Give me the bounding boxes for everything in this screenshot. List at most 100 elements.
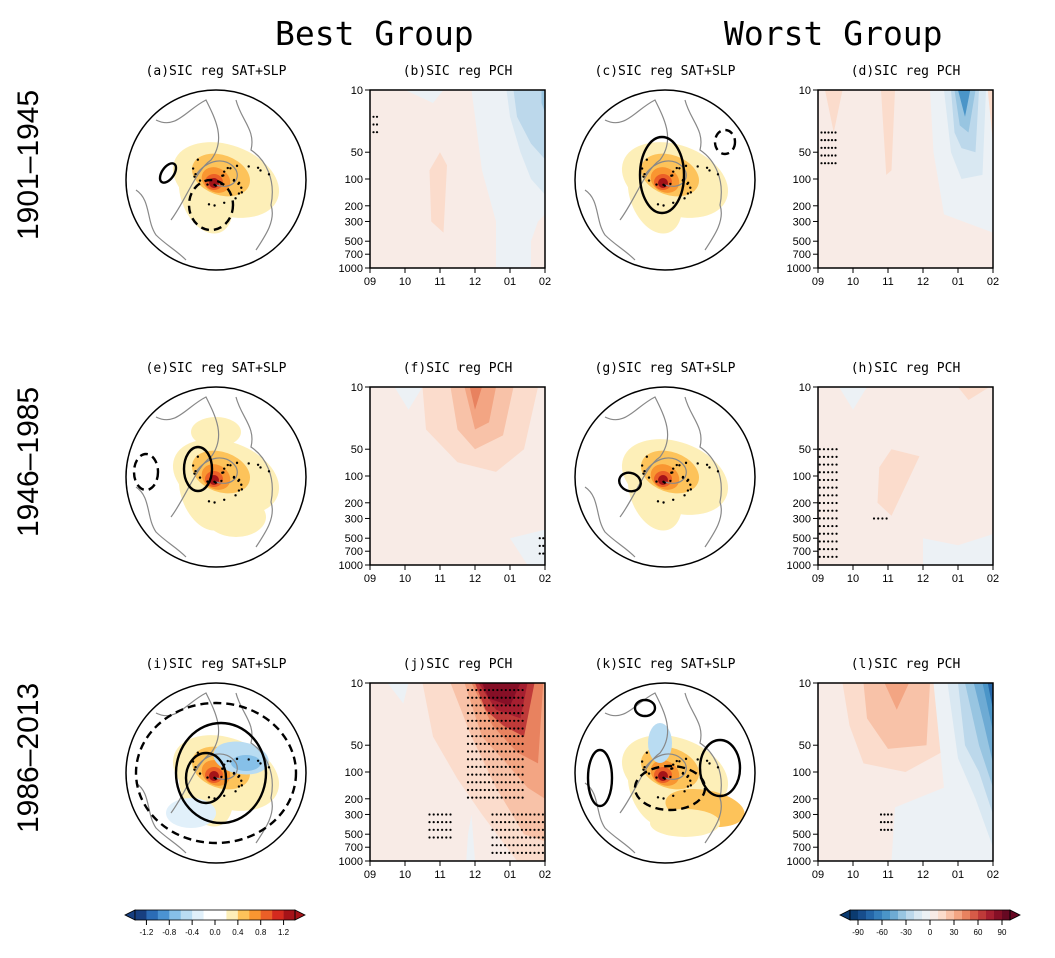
significance-dot xyxy=(375,115,379,118)
significance-dot xyxy=(537,836,540,839)
significance-dot xyxy=(831,548,834,551)
significance-dot xyxy=(508,813,511,816)
significance-dot xyxy=(466,727,470,730)
contour-fill xyxy=(825,90,843,133)
map-boundary xyxy=(574,386,756,568)
significance-dot xyxy=(500,742,503,745)
significance-dot xyxy=(822,517,826,520)
significance-dot xyxy=(517,712,520,715)
significance-dot xyxy=(234,790,237,793)
significance-dot xyxy=(491,836,494,839)
significance-dot xyxy=(504,813,507,816)
significance-dot xyxy=(655,480,658,483)
x-tick-label: 09 xyxy=(812,573,824,585)
significance-dot xyxy=(820,146,823,149)
contour-fill xyxy=(863,683,930,749)
significance-dot xyxy=(820,154,823,157)
pch-colorbar: -90 -60 -30 0 30 60 90 xyxy=(839,909,1021,937)
significance-dot xyxy=(213,501,216,504)
slp-contour-positive xyxy=(638,135,686,215)
significance-dot xyxy=(681,476,685,479)
significance-dot xyxy=(521,758,524,761)
significance-dot xyxy=(818,509,821,512)
significance-dot xyxy=(432,836,435,839)
x-tick-label: 02 xyxy=(539,869,551,881)
colorbar-tick-label: -30 xyxy=(900,928,912,937)
significance-dot xyxy=(879,813,883,816)
x-tick-label: 12 xyxy=(469,276,481,288)
significance-dot xyxy=(513,750,516,753)
significance-dot xyxy=(834,131,837,134)
significance-dot xyxy=(822,494,826,497)
significance-dot xyxy=(483,796,486,799)
significance-dot xyxy=(234,197,237,200)
significance-dot xyxy=(428,828,431,831)
significance-dot xyxy=(678,167,681,170)
colorbar-swatch xyxy=(914,910,923,920)
significance-dot xyxy=(475,788,478,792)
significance-dot xyxy=(529,851,532,854)
significance-dot xyxy=(508,773,512,776)
significance-dot xyxy=(479,712,482,715)
coastline xyxy=(584,486,636,558)
significance-dot xyxy=(513,765,516,769)
contour-fill xyxy=(877,449,920,516)
significance-dot xyxy=(466,688,470,692)
y-tick-label: 200 xyxy=(345,201,363,213)
significance-dot xyxy=(487,735,491,738)
significance-dot xyxy=(675,759,678,763)
significance-dot xyxy=(533,844,536,847)
significance-dot xyxy=(517,750,520,753)
contour-fill xyxy=(387,683,409,704)
significance-dot xyxy=(827,139,830,142)
significance-dot xyxy=(445,813,448,816)
significance-dot xyxy=(683,790,686,793)
contour-fill xyxy=(469,387,482,410)
significance-dot xyxy=(471,712,474,715)
colorbar-extend-low xyxy=(839,909,851,921)
significance-dot xyxy=(496,765,499,769)
sat-anomaly xyxy=(191,417,241,447)
y-tick-label: 1000 xyxy=(787,856,811,868)
significance-dot xyxy=(508,844,511,847)
coastline xyxy=(584,782,636,854)
significance-dot xyxy=(487,742,491,745)
significance-dot xyxy=(492,735,495,738)
significance-dot xyxy=(496,788,499,792)
significance-dot xyxy=(520,844,523,847)
significance-dot xyxy=(483,765,486,769)
significance-dot xyxy=(827,540,830,543)
colorbar-swatch xyxy=(978,910,987,920)
significance-dot xyxy=(517,704,520,707)
significance-dot xyxy=(538,552,541,555)
significance-dot xyxy=(471,688,474,692)
significance-dot xyxy=(521,712,524,715)
significance-dot xyxy=(513,742,516,745)
significance-dot xyxy=(827,494,830,497)
significance-dot xyxy=(206,183,209,186)
significance-dot xyxy=(466,758,470,761)
significance-dot xyxy=(689,488,693,491)
coastline xyxy=(644,753,687,780)
significance-dot xyxy=(662,797,665,800)
colorbar-swatch xyxy=(922,910,931,920)
contour-fill xyxy=(958,90,971,117)
significance-dot xyxy=(475,750,478,753)
x-tick-label: 09 xyxy=(812,276,824,288)
y-tick-label: 200 xyxy=(793,794,811,806)
significance-dot xyxy=(525,844,528,847)
significance-dot xyxy=(822,478,826,482)
x-tick-label: 11 xyxy=(882,573,893,585)
significance-dot xyxy=(831,463,834,466)
significance-dot xyxy=(235,757,239,761)
significance-dot xyxy=(471,750,474,753)
significance-dot xyxy=(259,762,262,765)
significance-dot xyxy=(521,704,524,707)
significance-dot xyxy=(517,727,520,730)
significance-dot xyxy=(483,750,486,753)
significance-dot xyxy=(672,467,675,470)
significance-dot xyxy=(235,461,239,465)
significance-dot xyxy=(678,464,681,467)
x-tick-label: 11 xyxy=(434,573,445,585)
